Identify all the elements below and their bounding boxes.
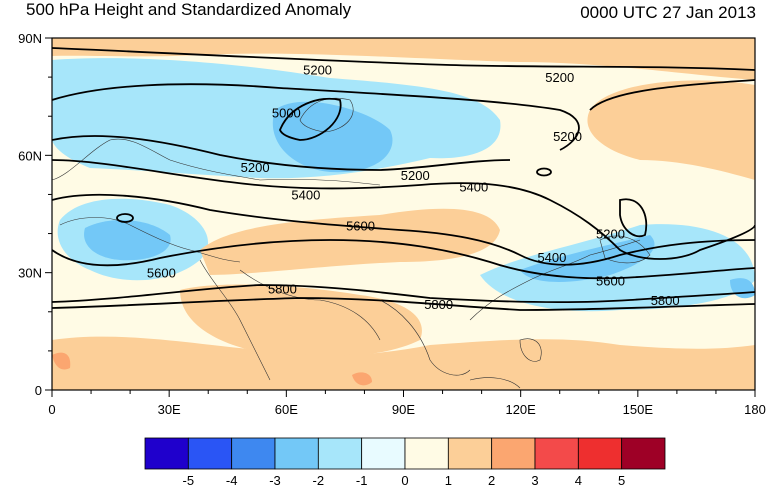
- contour-5600-north: [52, 193, 755, 266]
- contour-5600: [52, 239, 755, 280]
- colorbar-swatch: [361, 437, 406, 470]
- contour-label: 5200: [553, 129, 582, 144]
- colorbar-label: -4: [226, 473, 238, 488]
- colorbar-swatch: [404, 437, 449, 470]
- colorbar-swatch: [144, 437, 189, 470]
- colorbar-label: -3: [269, 473, 281, 488]
- colorbar-label: 5: [618, 473, 625, 488]
- contour-5200-arctic: [52, 47, 755, 71]
- y-tick-label: 30N: [18, 266, 42, 281]
- x-tick-label: 30E: [158, 402, 181, 417]
- south-asia-positive: [180, 284, 422, 358]
- colorbar-swatch: [231, 437, 276, 470]
- map-title: 500 hPa Height and Standardized Anomaly: [26, 0, 352, 19]
- pacific-positive-anomaly: [587, 80, 755, 180]
- x-tick-label: 150E: [623, 402, 654, 417]
- contour-europe-low: [116, 213, 134, 223]
- africa-strong-positive: [52, 352, 71, 370]
- siberia-strong-negative: [272, 101, 393, 173]
- contour-5200-mid: [52, 135, 511, 171]
- colorbar-label: 4: [575, 473, 582, 488]
- colorbar-swatch: [447, 437, 493, 470]
- contour-pacific-ridge: [589, 79, 755, 111]
- map-axes: 0 30E 60E 90E 120E 150E 180 0 30N 60N 90N: [18, 31, 766, 417]
- y-tick-label: 60N: [18, 148, 42, 163]
- contour-label: 5800: [424, 297, 453, 312]
- contour-label: 5200: [545, 70, 574, 85]
- contour-label: 5400: [291, 187, 320, 202]
- colorbar-swatch: [491, 437, 536, 470]
- colorbar-swatch: [187, 437, 233, 470]
- colorbar-label: -5: [183, 473, 195, 488]
- contour-label: 5800: [268, 281, 297, 296]
- y-tick-label: 0: [35, 383, 42, 398]
- contour-label: 5800: [651, 293, 680, 308]
- colorbar-label: -2: [313, 473, 325, 488]
- x-tick-label: 90E: [392, 402, 415, 417]
- x-tick-label: 60E: [275, 402, 298, 417]
- contour-label: 5200: [303, 62, 332, 77]
- coastlines: [52, 97, 651, 389]
- colorbar-swatch: [274, 437, 319, 470]
- contour-label: 5200: [241, 160, 270, 175]
- contour-5800: [52, 284, 755, 304]
- europe-strong-negative: [84, 219, 171, 261]
- colorbar-swatch: [534, 437, 579, 470]
- contour-5400: [52, 159, 755, 260]
- arctic-positive-anomaly: [52, 38, 755, 80]
- central-asia-positive: [200, 208, 500, 275]
- contour-5200-japan: [619, 198, 648, 238]
- colorbar-label: -1: [356, 473, 368, 488]
- equatorial-positive-anomaly: [52, 336, 755, 390]
- contour-label: 5400: [459, 180, 488, 195]
- x-tick-label: 180: [744, 402, 766, 417]
- y-tick-label: 90N: [18, 31, 42, 46]
- equatorial-strong-positive: [352, 372, 372, 386]
- contour-5000: [279, 97, 342, 141]
- contour-small-closed: [536, 167, 552, 177]
- contour-label: 5600: [346, 219, 375, 234]
- colorbar-swatch: [621, 437, 666, 470]
- contour-label: 5200: [401, 168, 430, 183]
- colorbar-swatch: [577, 437, 623, 470]
- contour-5800-south: [52, 297, 755, 311]
- height-contours: [52, 47, 755, 311]
- contour-5200-north: [52, 83, 580, 151]
- contour-label: 5600: [596, 273, 625, 288]
- contour-label: 5400: [537, 250, 566, 265]
- colorbar-label: 1: [445, 473, 452, 488]
- colorbar-swatch: [317, 437, 363, 470]
- colorbar-label: 2: [488, 473, 495, 488]
- x-tick-label: 120E: [505, 402, 536, 417]
- contour-labels: 5200 5200 5000 5200 5200 5200 5400 5400 5600 5600…: [147, 62, 680, 312]
- colorbar: -5 -4 -3 -2 -1 0 1 2 3 4 5: [144, 437, 666, 488]
- contour-label: 5000: [272, 105, 301, 120]
- colorbar-label: 0: [401, 473, 408, 488]
- contour-label: 5200: [596, 227, 625, 242]
- map-datetime: 0000 UTC 27 Jan 2013: [580, 3, 756, 22]
- colorbar-label: 3: [531, 473, 538, 488]
- contour-label: 5600: [147, 266, 176, 281]
- x-tick-label: 0: [48, 402, 55, 417]
